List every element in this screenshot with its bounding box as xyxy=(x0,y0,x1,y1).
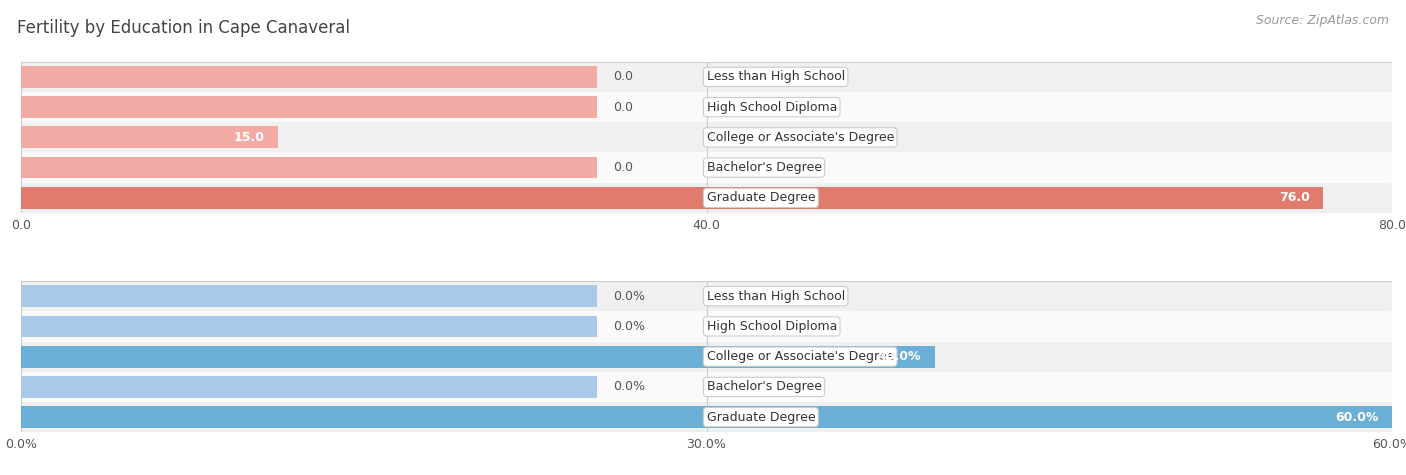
Text: Less than High School: Less than High School xyxy=(707,290,845,303)
Text: Bachelor's Degree: Bachelor's Degree xyxy=(707,380,821,393)
Bar xyxy=(21,281,1392,311)
Bar xyxy=(21,183,1392,213)
Bar xyxy=(21,402,1392,432)
Bar xyxy=(21,96,598,118)
Bar xyxy=(21,311,1392,342)
Bar xyxy=(21,157,598,179)
Text: 0.0%: 0.0% xyxy=(613,320,645,333)
Text: 0.0: 0.0 xyxy=(613,101,633,114)
Text: College or Associate's Degree: College or Associate's Degree xyxy=(707,131,894,144)
Text: 76.0: 76.0 xyxy=(1279,191,1310,204)
Text: High School Diploma: High School Diploma xyxy=(707,320,837,333)
Text: College or Associate's Degree: College or Associate's Degree xyxy=(707,350,894,363)
Text: Fertility by Education in Cape Canaveral: Fertility by Education in Cape Canaveral xyxy=(17,19,350,37)
Text: Graduate Degree: Graduate Degree xyxy=(707,410,815,424)
Text: 0.0%: 0.0% xyxy=(613,290,645,303)
Bar xyxy=(21,187,1323,209)
Bar xyxy=(21,376,598,398)
Text: 60.0%: 60.0% xyxy=(1334,410,1378,424)
Bar xyxy=(21,92,1392,122)
Text: 40.0%: 40.0% xyxy=(877,350,921,363)
Bar xyxy=(21,126,278,148)
Text: Less than High School: Less than High School xyxy=(707,70,845,84)
Bar xyxy=(21,346,935,368)
Bar xyxy=(21,372,1392,402)
Text: 0.0: 0.0 xyxy=(613,70,633,84)
Bar xyxy=(21,122,1392,152)
Bar xyxy=(21,285,598,307)
Bar xyxy=(21,342,1392,372)
Bar xyxy=(21,315,598,337)
Text: 0.0: 0.0 xyxy=(613,161,633,174)
Bar xyxy=(21,152,1392,183)
Text: 15.0: 15.0 xyxy=(233,131,264,144)
Text: Bachelor's Degree: Bachelor's Degree xyxy=(707,161,821,174)
Bar xyxy=(21,406,1392,428)
Text: High School Diploma: High School Diploma xyxy=(707,101,837,114)
Text: 0.0%: 0.0% xyxy=(613,380,645,393)
Text: Source: ZipAtlas.com: Source: ZipAtlas.com xyxy=(1256,14,1389,27)
Bar xyxy=(21,66,598,88)
Bar xyxy=(21,62,1392,92)
Text: Graduate Degree: Graduate Degree xyxy=(707,191,815,204)
